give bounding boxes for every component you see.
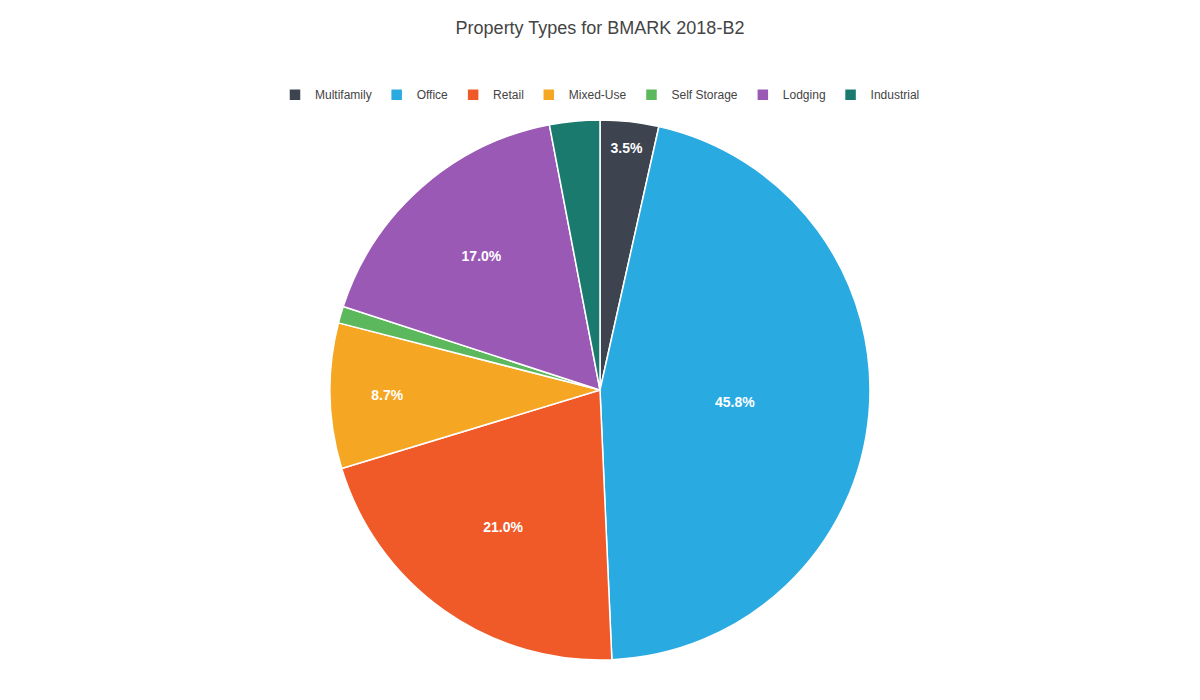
svg-text:Self Storage: Self Storage: [671, 88, 737, 102]
svg-text:Mixed-Use: Mixed-Use: [569, 88, 627, 102]
svg-text:Property Types for BMARK 2018-: Property Types for BMARK 2018-B2: [456, 18, 745, 38]
svg-text:Office: Office: [417, 88, 448, 102]
svg-text:45.8%: 45.8%: [715, 394, 755, 410]
svg-text:21.0%: 21.0%: [483, 519, 523, 535]
svg-text:3.5%: 3.5%: [610, 140, 642, 156]
svg-text:8.7%: 8.7%: [371, 387, 403, 403]
svg-text:17.0%: 17.0%: [462, 248, 502, 264]
svg-text:Multifamily: Multifamily: [315, 88, 372, 102]
svg-text:Retail: Retail: [493, 88, 524, 102]
svg-text:Industrial: Industrial: [871, 88, 920, 102]
svg-text:Lodging: Lodging: [783, 88, 826, 102]
